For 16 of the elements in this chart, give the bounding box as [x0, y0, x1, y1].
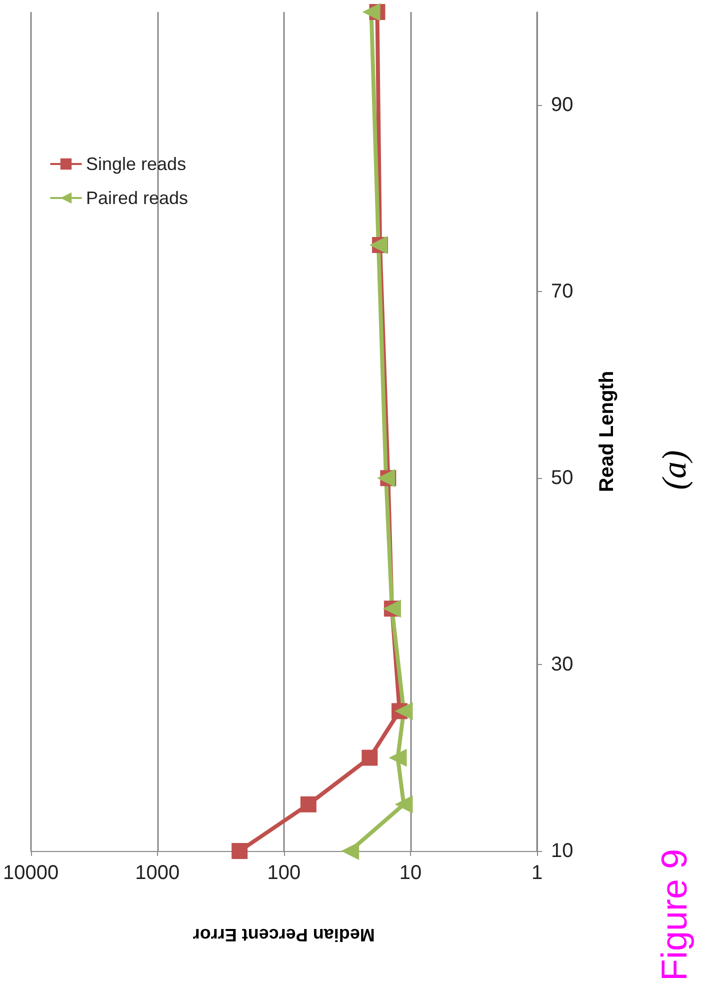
y-axis-title: Read Length: [596, 370, 618, 492]
text: (a): [656, 450, 694, 490]
legend-label: Single reads: [86, 154, 186, 174]
y-tick-label: 30: [551, 654, 574, 676]
x-tick-label: 1: [531, 862, 543, 884]
y-tick-label: 10: [551, 840, 574, 862]
y-tick-label: 70: [551, 280, 574, 303]
y-tick-label: 90: [551, 94, 574, 116]
x-tick-label: 100: [267, 862, 301, 884]
x-tick-label: 1000: [135, 862, 180, 884]
x-axis-title: Median Percent Error: [192, 925, 375, 945]
x-tick-label: 10: [399, 862, 422, 884]
caption: Figure 9: [654, 848, 694, 982]
legend-label: Paired reads: [86, 188, 188, 208]
x-tick-label: 10000: [2, 862, 59, 884]
y-tick-label: 50: [551, 467, 574, 490]
